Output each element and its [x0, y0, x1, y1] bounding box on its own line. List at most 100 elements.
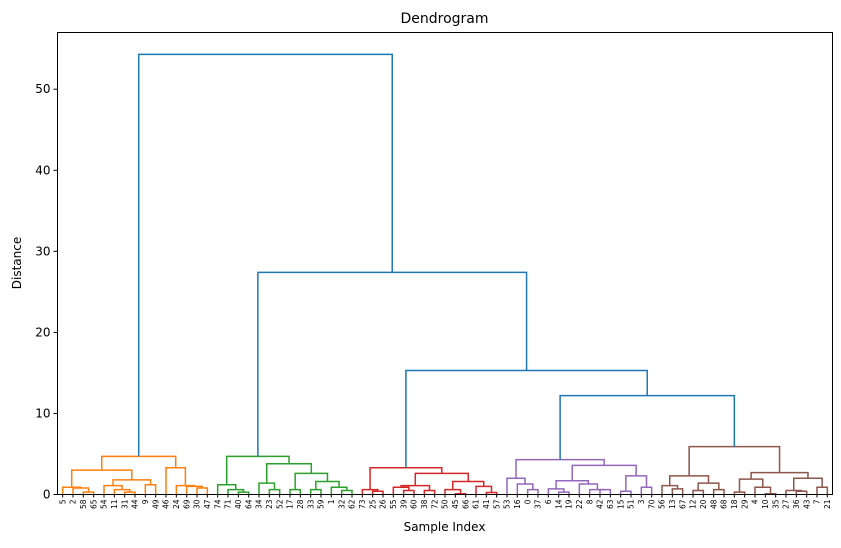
dendrogram-link: [402, 489, 415, 495]
x-tick-label: 51: [627, 499, 636, 509]
x-tick-label: 71: [224, 499, 233, 509]
x-tick-label: 20: [699, 499, 708, 509]
x-tick-label: 28: [296, 499, 305, 509]
x-tick-label: 56: [658, 499, 667, 509]
x-tick-label: 52: [275, 499, 284, 509]
dendrogram-link: [712, 488, 725, 495]
dendrogram-link: [340, 489, 353, 495]
x-tick-label: 62: [348, 499, 357, 509]
dendrogram-links: [61, 53, 829, 495]
dendrogram-link: [315, 480, 340, 490]
x-tick-label: 12: [689, 499, 698, 509]
x-tick-label: 25: [368, 499, 377, 509]
dendrogram-link: [688, 445, 781, 476]
x-tick-label: 40: [234, 499, 243, 509]
x-tick-label: 54: [100, 499, 109, 509]
dendrogram-link: [669, 475, 710, 486]
x-tick-label: 23: [265, 499, 274, 509]
chart-title: Dendrogram: [400, 11, 488, 27]
plot-frame: [57, 32, 833, 495]
x-tick-label: 8: [585, 499, 594, 504]
dendrogram-link: [100, 455, 177, 471]
dendrogram-link: [137, 53, 393, 457]
x-tick-label: 72: [430, 499, 439, 509]
x-tick-label: 35: [771, 499, 780, 509]
x-tick-label: 11: [110, 499, 119, 509]
dendrogram-link: [70, 469, 133, 488]
x-tick-label: 3: [637, 499, 646, 504]
dendrogram-link: [165, 467, 187, 495]
dendrogram-link: [619, 490, 632, 495]
x-tick-label: 14: [554, 499, 563, 509]
dendrogram-link: [588, 488, 606, 495]
x-tick-label: 38: [420, 499, 429, 509]
dendrogram-link: [112, 479, 152, 486]
y-tick-label: 0: [43, 488, 51, 502]
dendrogram-link: [671, 488, 684, 495]
dendrogram-link: [697, 482, 720, 491]
dendrogram-link: [257, 271, 528, 457]
dendrogram-link: [289, 488, 302, 495]
y-tick-label: 10: [35, 406, 50, 420]
x-tick-label: 47: [203, 499, 212, 509]
dendrogram-link: [661, 484, 679, 495]
y-tick-label: 20: [35, 325, 50, 339]
x-tick-label: 7: [813, 499, 822, 504]
x-tick-label: 66: [461, 499, 470, 509]
dendrogram-link: [640, 486, 653, 495]
x-tick-label: 2: [69, 499, 78, 504]
y-tick-label: 30: [35, 244, 50, 258]
dendrogram-link: [258, 482, 276, 495]
x-tick-label: 68: [720, 499, 729, 509]
x-tick-label: 36: [792, 499, 801, 509]
dendrogram-link: [216, 484, 237, 495]
x-tick-label: 57: [492, 499, 501, 509]
dendrogram-link: [414, 472, 469, 486]
x-tick-label: 70: [647, 499, 656, 509]
dendrogram-link: [225, 455, 290, 485]
dendrogram-link: [559, 394, 736, 460]
x-tick-label: 39: [399, 499, 408, 509]
x-tick-label: 15: [616, 499, 625, 509]
x-tick-label: 64: [244, 499, 253, 509]
dendrogram-link: [113, 488, 131, 495]
dendrogram-link: [144, 484, 157, 495]
x-tick-label: 53: [503, 499, 512, 509]
x-tick-label: 26: [379, 499, 388, 509]
x-tick-label: 69: [182, 499, 191, 509]
y-tick-label: 40: [35, 163, 50, 177]
dendrogram-link: [555, 479, 590, 489]
x-tick-label: 65: [89, 499, 98, 509]
x-tick-label: 5: [58, 499, 67, 504]
x-tick-label: 29: [740, 499, 749, 509]
dendrogram-link: [452, 480, 485, 490]
dendrogram-link: [795, 490, 808, 495]
x-tick-label: 0: [523, 499, 532, 504]
x-tick-label: 61: [472, 499, 481, 509]
x-tick-label: 45: [451, 499, 460, 509]
dendrogram-link: [371, 490, 384, 495]
dendrogram-link: [423, 489, 436, 495]
y-axis-ticks: 0 10 20 30 40 50: [35, 82, 58, 502]
x-tick-label: 31: [120, 499, 129, 509]
y-tick-label: 50: [35, 82, 50, 96]
x-tick-label: 24: [172, 499, 181, 509]
dendrogram-link: [475, 485, 493, 495]
x-tick-label: 42: [596, 499, 605, 509]
x-tick-label: 18: [730, 499, 739, 509]
x-tick-label: 22: [575, 499, 584, 509]
dendrogram-link: [268, 488, 281, 495]
x-axis-label: Sample Index: [404, 520, 486, 534]
x-tick-label: 43: [802, 499, 811, 509]
x-tick-label: 59: [317, 499, 326, 509]
x-tick-label: 19: [565, 499, 574, 509]
dendrogram-link: [227, 488, 245, 495]
dendrogram-link: [625, 475, 648, 492]
dendrogram-link: [785, 489, 803, 495]
x-tick-label: 32: [337, 499, 346, 509]
dendrogram-link: [369, 467, 443, 490]
dendrogram-link: [309, 488, 322, 495]
x-tick-label: 37: [534, 499, 543, 509]
x-tick-label: 6: [544, 499, 553, 504]
x-tick-label: 46: [162, 499, 171, 509]
